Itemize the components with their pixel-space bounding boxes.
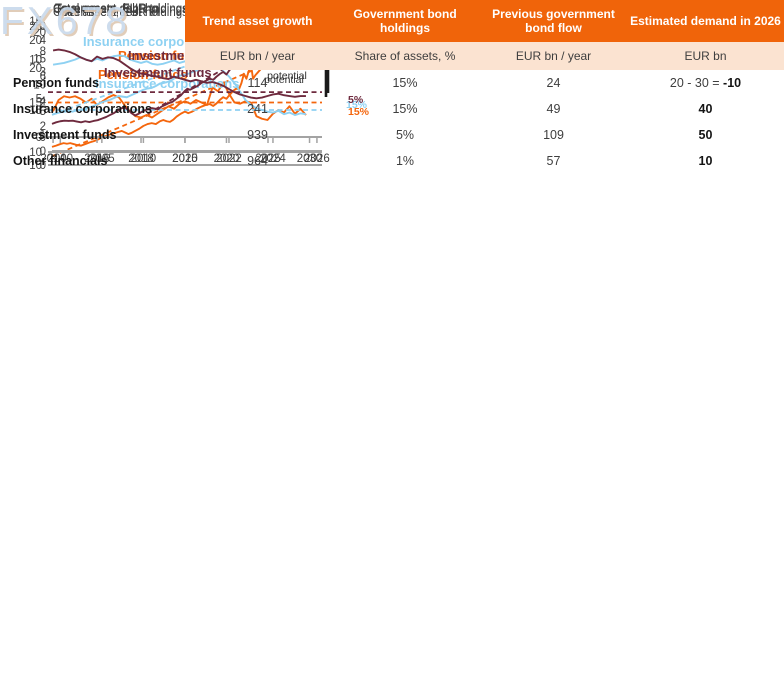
- cell-holdings: 15%: [392, 76, 418, 90]
- subheader-cell-blank: [0, 42, 185, 70]
- svg-text:potential: potential: [267, 70, 307, 82]
- svg-text:8: 8: [40, 46, 46, 58]
- table-header-row: Trend asset growth Government bond holdi…: [0, 0, 784, 42]
- svg-text:Insurance corporations: Insurance corporations: [95, 76, 239, 91]
- svg-text:5%: 5%: [348, 94, 364, 106]
- subheader-eur-bn-year-2: EUR bn / year: [480, 42, 627, 70]
- svg-text:0: 0: [40, 132, 46, 144]
- summary-table: Trend asset growth Government bond holdi…: [0, 0, 784, 174]
- cell-holdings: 1%: [395, 154, 415, 168]
- svg-text:2016: 2016: [84, 153, 110, 165]
- svg-text:10: 10: [33, 80, 46, 92]
- svg-text:2: 2: [40, 98, 46, 110]
- header-cell-previous-government-bond-flow: Previous government bond flow: [480, 0, 627, 42]
- row-label: Insurance corporations: [13, 102, 152, 116]
- svg-text:2025: 2025: [255, 153, 281, 165]
- svg-text:20: 20: [29, 35, 42, 47]
- svg-text:2005: 2005: [89, 153, 115, 165]
- svg-text:0: 0: [36, 132, 42, 144]
- watermark: FX678: [0, 0, 130, 43]
- svg-text:2014: 2014: [40, 153, 66, 165]
- header-cell-trend-asset-growth: Trend asset growth: [185, 0, 330, 42]
- table-row: Other financials 964 1% 57 10: [0, 148, 784, 174]
- svg-text:4: 4: [40, 35, 47, 47]
- cell-trend: 964: [247, 154, 268, 168]
- table-subheader-row: EUR bn / year Share of assets, % EUR bn …: [0, 42, 784, 70]
- svg-text:5: 5: [40, 106, 46, 118]
- row-label: Pension funds: [13, 76, 100, 90]
- svg-text:2015: 2015: [172, 153, 198, 165]
- svg-text:0: 0: [40, 160, 46, 172]
- svg-text:Total assets, EUR tn: Total assets, EUR tn: [55, 7, 159, 19]
- cell-trend: 241: [247, 102, 268, 116]
- table-row: Pension funds 114 15% 24 20 - 30 = -10: [0, 70, 784, 96]
- svg-text:2024: 2024: [260, 153, 286, 165]
- svg-text:10: 10: [29, 55, 42, 67]
- cell-demand-prefix: 20 - 30 =: [669, 76, 724, 90]
- svg-text:15: 15: [33, 53, 46, 65]
- svg-text:10: 10: [29, 147, 42, 159]
- cell-demand-value: -10: [723, 76, 742, 90]
- cell-demand: 50: [627, 128, 784, 142]
- cell-trend: 939: [247, 128, 268, 142]
- svg-text:0: 0: [40, 146, 46, 158]
- header-cell-estimated-demand: Estimated demand in 2026: [627, 0, 784, 42]
- subheader-eur-bn: EUR bn: [627, 42, 784, 70]
- svg-text:Total assets, EUR tn: Total assets, EUR tn: [55, 4, 159, 16]
- svg-text:25: 25: [29, 21, 42, 33]
- subheader-eur-bn-year: EUR bn / year: [185, 42, 330, 70]
- svg-text:3: 3: [40, 66, 46, 78]
- svg-text:15%: 15%: [348, 106, 370, 118]
- cell-demand-value: 40: [698, 102, 713, 116]
- table-row: Investment funds 939 5% 109 50: [0, 122, 784, 148]
- svg-text:Total assets, EUR tn: Total assets, EUR tn: [55, 3, 159, 15]
- svg-text:15%: 15%: [346, 99, 368, 111]
- cell-flow: 49: [546, 102, 561, 116]
- cell-flow: 57: [546, 154, 561, 168]
- subheader-share-of-assets: Share of assets, %: [330, 42, 480, 70]
- cell-holdings: 5%: [395, 128, 415, 142]
- svg-text:1: 1: [40, 129, 46, 141]
- svg-text:2026: 2026: [304, 153, 330, 165]
- table-row: Insurance corporations 241 15% 49 40: [0, 96, 784, 122]
- svg-text:2010: 2010: [131, 153, 157, 165]
- svg-text:15: 15: [29, 98, 42, 110]
- svg-text:2: 2: [40, 121, 46, 133]
- cell-flow: 109: [543, 128, 564, 142]
- svg-text:20: 20: [33, 27, 46, 39]
- cell-demand: 20 - 30 = -10: [627, 76, 784, 90]
- svg-text:5: 5: [36, 93, 42, 105]
- cell-demand-value: 10: [698, 154, 713, 168]
- svg-text:15: 15: [29, 105, 42, 117]
- cell-demand: 10: [627, 154, 784, 168]
- svg-text:2022: 2022: [216, 153, 242, 165]
- row-label: Other financials: [13, 154, 108, 168]
- cell-demand-value: 50: [698, 128, 713, 142]
- svg-text:6: 6: [40, 71, 46, 83]
- row-label: Investment funds: [13, 128, 117, 142]
- svg-text:2020: 2020: [214, 153, 240, 165]
- svg-text:potential: potential: [264, 74, 304, 86]
- svg-text:20: 20: [29, 63, 42, 75]
- cell-holdings: 15%: [392, 102, 418, 116]
- svg-text:2030: 2030: [297, 153, 323, 165]
- svg-text:2018: 2018: [128, 153, 154, 165]
- svg-text:4: 4: [40, 96, 47, 108]
- cell-flow: 24: [546, 76, 561, 90]
- svg-text:15: 15: [29, 16, 42, 28]
- cell-trend: 114: [247, 76, 268, 90]
- cell-demand: 40: [627, 102, 784, 116]
- svg-text:10: 10: [29, 160, 42, 172]
- svg-text:10: 10: [33, 21, 46, 33]
- svg-text:2000: 2000: [48, 153, 74, 165]
- header-cell-government-bond-holdings: Government bond holdings: [330, 0, 480, 42]
- svg-text:2020: 2020: [172, 153, 198, 165]
